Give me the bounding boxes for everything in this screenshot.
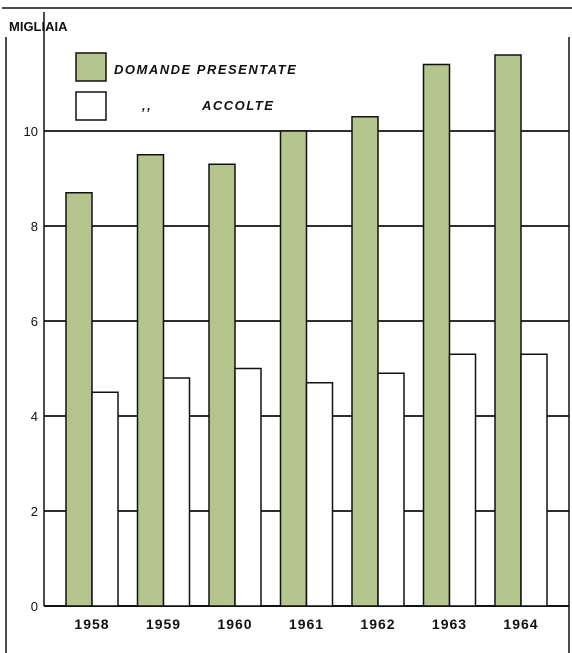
legend-label-accolte: ACCOLTE (201, 98, 274, 113)
y-tick-label: 10 (24, 124, 38, 139)
bar-domande-1958 (65, 192, 93, 607)
x-tick-labels: 1958 1959 1960 1961 1962 1963 1964 (74, 616, 538, 632)
x-tick-label: 1958 (74, 616, 109, 632)
bar-accolte-1960 (234, 367, 262, 607)
x-tick-label: 1961 (289, 616, 324, 632)
y-tick-label: 2 (31, 504, 38, 519)
unit-label: MIGLIAIA (9, 19, 68, 34)
bar-accolte-1959 (162, 377, 191, 607)
x-tick-label: 1964 (503, 616, 538, 632)
bar-domande-1964 (494, 54, 522, 607)
x-tick-label: 1963 (432, 616, 467, 632)
x-tick-label: 1960 (217, 616, 252, 632)
x-tick-label: 1962 (360, 616, 395, 632)
bar-domande-1959 (136, 154, 165, 607)
y-tick-label: 6 (31, 314, 38, 329)
bar-domande-1962 (351, 116, 379, 607)
bar-accolte-1962 (377, 372, 405, 607)
bar-domande-1961 (279, 130, 308, 607)
bar-domande-1960 (208, 163, 236, 607)
legend-label-domande: DOMANDE PRESENTATE (114, 62, 297, 77)
bar-accolte-1964 (520, 353, 548, 607)
bar-accolte-1963 (448, 353, 477, 607)
bar-accolte-1958 (91, 391, 119, 607)
x-tick-label: 1959 (146, 616, 181, 632)
legend-ditto-mark: ,, (141, 98, 152, 113)
y-tick-label: 0 (31, 599, 38, 614)
y-tick-labels: 0 2 4 6 8 10 (24, 124, 38, 614)
bar-domande-1963 (422, 63, 451, 607)
legend-swatch-accolte (75, 91, 107, 121)
y-tick-label: 8 (31, 219, 38, 234)
y-tick-label: 4 (31, 409, 38, 424)
legend-swatch-domande (75, 52, 107, 82)
bar-accolte-1961 (305, 382, 334, 607)
legend: DOMANDE PRESENTATE ,, ACCOLTE (75, 52, 297, 121)
bars (65, 54, 548, 607)
